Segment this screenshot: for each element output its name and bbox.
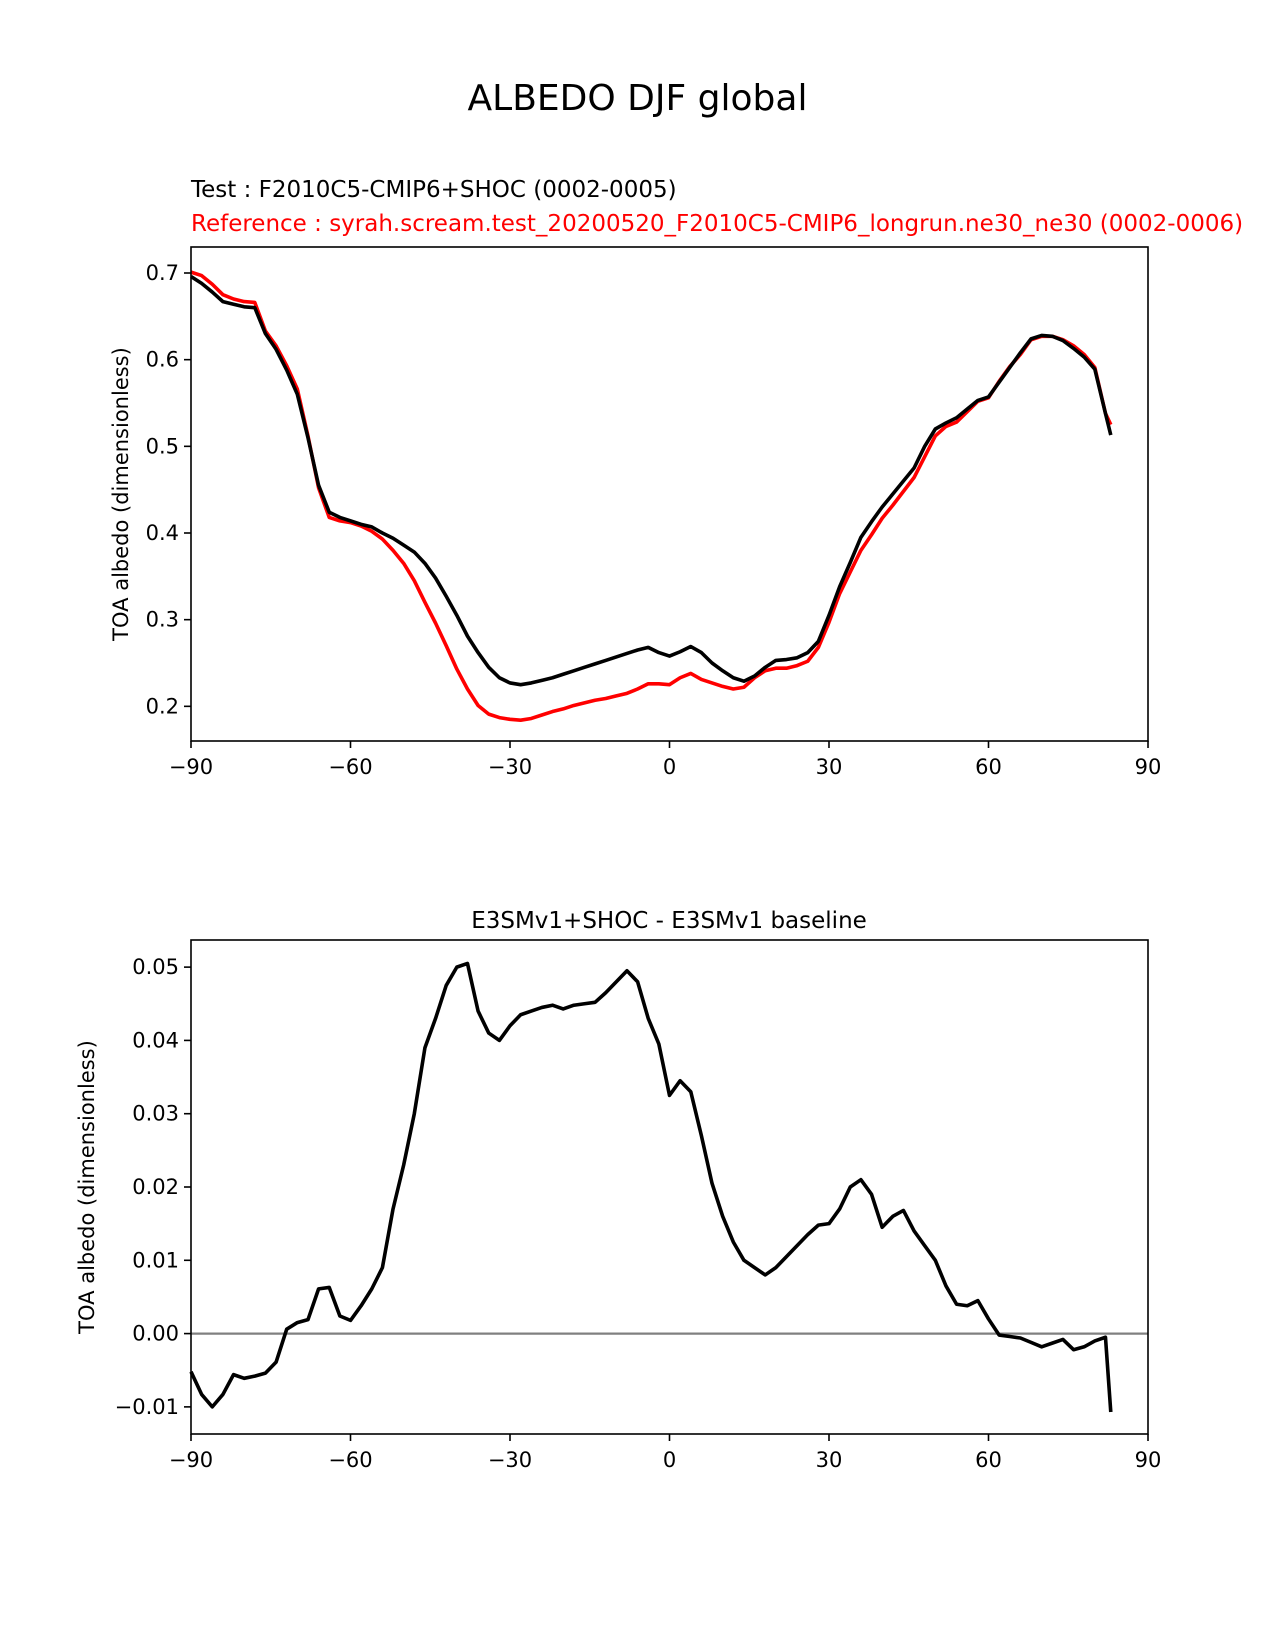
bottom-y-tick-label: 0.01 (132, 1248, 179, 1272)
bottom-y-tick-label: 0.03 (132, 1102, 179, 1126)
bottom-y-tick-label: −0.01 (115, 1395, 179, 1419)
top-x-tick-label: −60 (328, 755, 372, 779)
top-x-tick-label: 90 (1135, 755, 1162, 779)
bottom-x-tick-label: −30 (488, 1448, 532, 1472)
reference-label: Reference : syrah.scream.test_20200520_F… (191, 211, 1243, 237)
bottom-series-difference-line (189, 961, 1113, 1413)
bottom-y-tick-label: 0.05 (132, 955, 179, 979)
top-y-tick-label: 0.3 (146, 608, 179, 632)
top-x-tick-label: −90 (169, 755, 213, 779)
top-y-tick-label: 0.6 (146, 348, 179, 372)
bottom-x-tick-label: 0 (663, 1448, 676, 1472)
top-x-tick-label: 60 (975, 755, 1002, 779)
test-label: Test : F2010C5-CMIP6+SHOC (0002-0005) (190, 177, 677, 203)
bottom-y-tick-label: 0.00 (132, 1322, 179, 1346)
bottom-x-tick-label: −90 (169, 1448, 213, 1472)
bottom-y-tick-label: 0.02 (132, 1175, 179, 1199)
top-plot-area: −90 −60 −30 0 30 60 90 0.2 0.3 0.4 0.5 0.6 0.7 TOA al… (109, 246, 1162, 779)
bottom-plot-area: −90 −60 −30 0 30 60 90 −0.01 0.00 0.01 0.02 0.03 0.0… (75, 939, 1162, 1472)
top-y-axis-label: TOA albedo (dimensionless) (109, 347, 133, 642)
top-panel: Test : F2010C5-CMIP6+SHOC (0002-0005) Re… (109, 177, 1243, 779)
difference-title: E3SMv1+SHOC - E3SMv1 baseline (471, 908, 867, 934)
top-series-reference-line (190, 270, 1113, 723)
bottom-x-tick-label: 90 (1135, 1448, 1162, 1472)
top-y-tick-label: 0.4 (146, 521, 179, 545)
bottom-x-tick-label: 60 (975, 1448, 1002, 1472)
top-x-tick-label: 30 (816, 755, 843, 779)
top-series-test-line (190, 274, 1113, 687)
top-y-tick-label: 0.5 (146, 434, 179, 458)
bottom-x-tick-label: 30 (816, 1448, 843, 1472)
bottom-y-axis-label: TOA albedo (dimensionless) (75, 1040, 99, 1335)
top-y-tick-label: 0.2 (146, 694, 179, 718)
top-axes-frame (190, 246, 1149, 742)
bottom-panel: E3SMv1+SHOC - E3SMv1 baseline −90 −60 −30 0… (75, 908, 1161, 1472)
figure-title: ALBEDO DJF global (468, 78, 808, 119)
top-y-tick-label: 0.7 (146, 261, 179, 285)
top-x-tick-label: 0 (663, 755, 676, 779)
bottom-x-tick-label: −60 (328, 1448, 372, 1472)
bottom-axes-frame (190, 939, 1149, 1435)
bottom-y-tick-label: 0.04 (132, 1028, 179, 1052)
top-x-tick-label: −30 (488, 755, 532, 779)
